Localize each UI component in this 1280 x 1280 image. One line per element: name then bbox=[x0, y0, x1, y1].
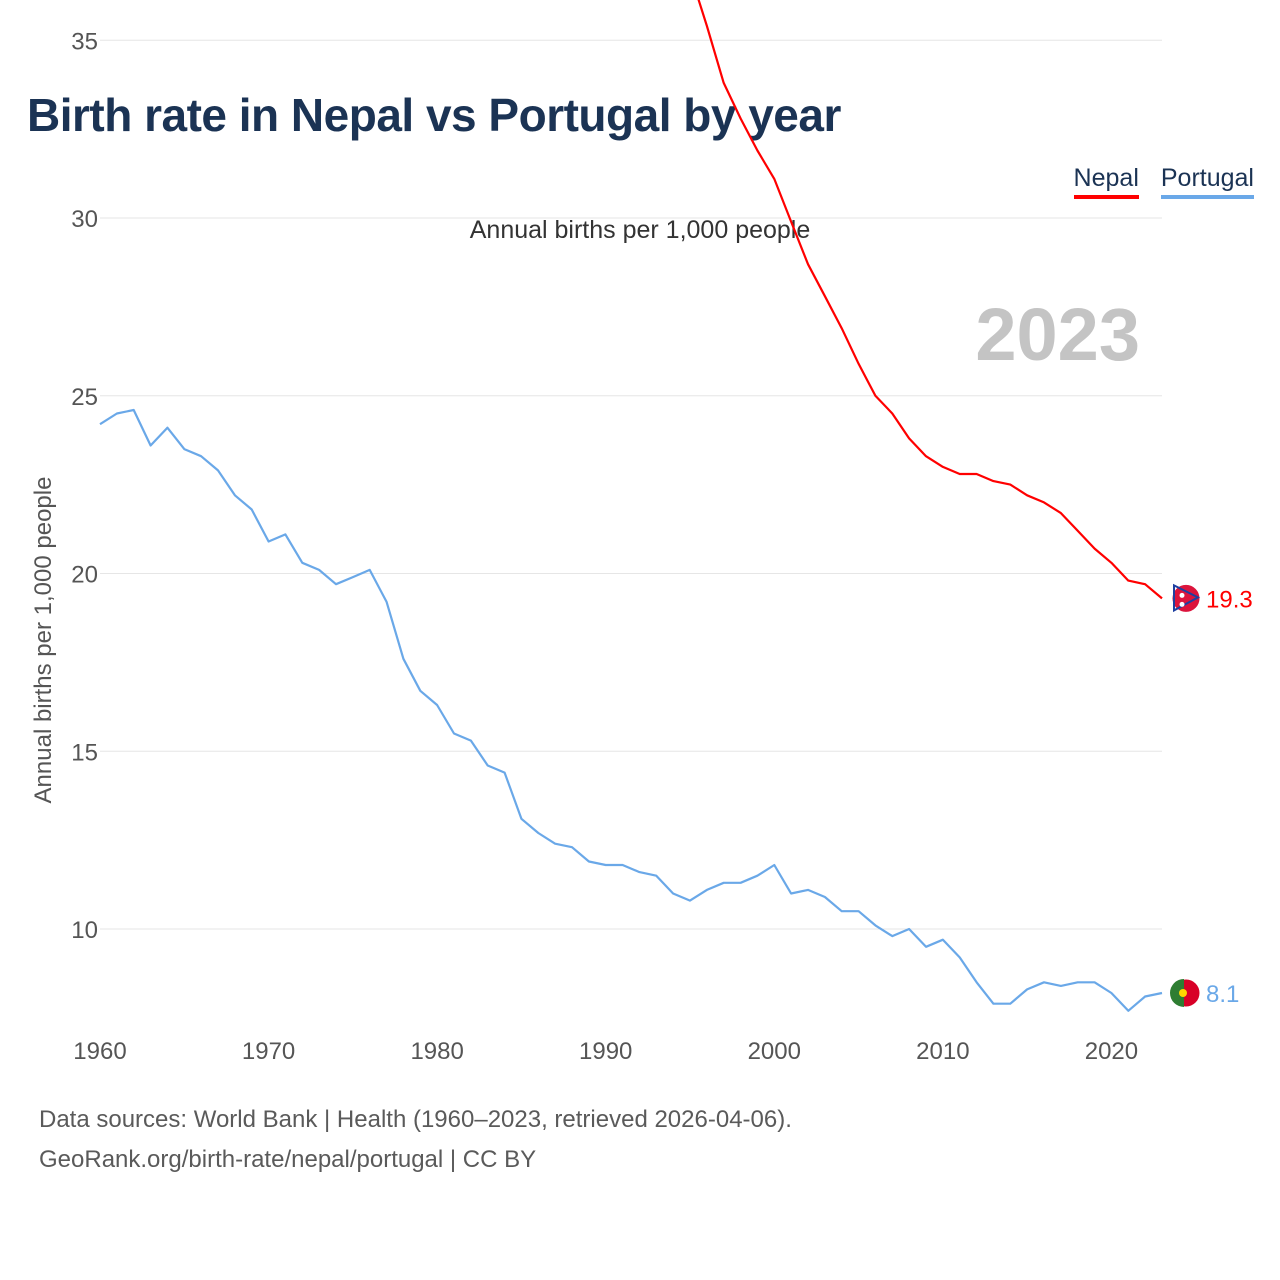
legend: Nepal Portugal bbox=[1073, 164, 1254, 199]
footer-credit[interactable]: GeoRank.org/birth-rate/nepal/portugal | … bbox=[39, 1146, 537, 1173]
end-label-portugal: 8.1 bbox=[1206, 981, 1239, 1008]
x-tick-label-1990: 1990 bbox=[579, 1038, 632, 1065]
legend-item-nepal[interactable]: Nepal bbox=[1073, 164, 1139, 199]
flag-nepal-border-icon bbox=[1173, 583, 1201, 613]
y-tick-label-10: 10 bbox=[71, 917, 98, 944]
series-line-portugal bbox=[99, 408, 1163, 1012]
series-line-nepal bbox=[697, 0, 1163, 600]
y-tick-label-30: 30 bbox=[71, 206, 98, 233]
y-tick-label-15: 15 bbox=[71, 739, 98, 766]
x-tick-label-1980: 1980 bbox=[410, 1038, 463, 1065]
y-tick-label-20: 20 bbox=[71, 562, 98, 589]
end-label-nepal: 19.3 bbox=[1206, 586, 1253, 613]
x-tick-label-1960: 1960 bbox=[73, 1038, 126, 1065]
flag-nepal-sun-icon bbox=[1179, 601, 1185, 607]
x-tick-label-2010: 2010 bbox=[916, 1038, 969, 1065]
line-chart: 1015202530354045196019701980199020002010… bbox=[30, 0, 1253, 1065]
y-tick-label-35: 35 bbox=[71, 28, 98, 55]
chart-title: Birth rate in Nepal vs Portugal by year bbox=[27, 89, 841, 141]
y-axis-label: Annual births per 1,000 people bbox=[30, 477, 57, 804]
flag-nepal-icon bbox=[1171, 583, 1201, 613]
year-watermark: 2023 bbox=[975, 293, 1140, 376]
legend-item-portugal[interactable]: Portugal bbox=[1160, 164, 1254, 199]
footer-source: Data sources: World Bank | Health (1960–… bbox=[39, 1106, 792, 1133]
flag-nepal-moon-icon bbox=[1179, 592, 1185, 598]
x-tick-label-1970: 1970 bbox=[242, 1038, 295, 1065]
chart-subtitle: Annual births per 1,000 people bbox=[469, 216, 811, 244]
y-tick-label-25: 25 bbox=[71, 384, 98, 411]
flag-portugal-emblem-icon bbox=[1179, 988, 1187, 997]
flag-portugal-green-icon bbox=[1170, 978, 1184, 1007]
x-tick-label-2000: 2000 bbox=[748, 1038, 801, 1065]
x-tick-label-2020: 2020 bbox=[1085, 1038, 1138, 1065]
